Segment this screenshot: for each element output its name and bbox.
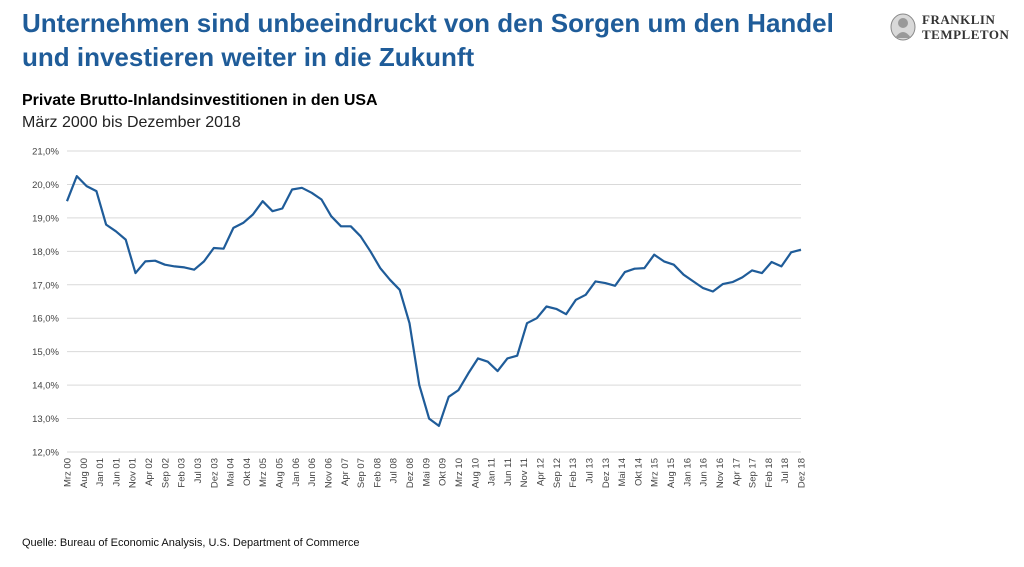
y-tick-label: 21,0%: [32, 147, 59, 158]
x-tick-label: Mrz 15: [650, 458, 661, 487]
logo-wordmark: FRANKLIN TEMPLETON: [922, 12, 1010, 42]
franklin-templeton-logo: FRANKLIN TEMPLETON: [888, 12, 1018, 42]
page-title: Unternehmen sind unbeeindruckt von den S…: [22, 8, 834, 72]
x-tick-label: Mrz 00: [63, 458, 74, 487]
x-tick-label: Jan 11: [487, 458, 498, 486]
x-tick-label: Dez 03: [209, 458, 220, 488]
y-tick-label: 17,0%: [32, 280, 59, 291]
x-tick-label: Nov 06: [323, 458, 334, 488]
x-tick-label: Jul 18: [780, 458, 791, 483]
x-tick-label: Dez 08: [405, 458, 416, 488]
x-tick-label: Jun 16: [699, 458, 710, 487]
x-tick-label: Sep 12: [552, 458, 563, 488]
x-tick-label: Mai 04: [226, 458, 237, 487]
series-line: [65, 175, 802, 427]
x-tick-label: Jan 16: [682, 458, 693, 487]
x-tick-label: Dez 13: [601, 458, 612, 488]
x-tick-label: Jun 11: [503, 458, 514, 486]
x-tick-label: Jun 06: [307, 458, 318, 487]
x-tick-label: Apr 12: [536, 458, 547, 486]
x-tick-label: Okt 04: [242, 458, 253, 486]
x-tick-label: Apr 07: [340, 458, 351, 486]
x-tick-label: Feb 08: [372, 458, 383, 488]
x-tick-label: Okt 09: [438, 458, 449, 486]
x-tick-label: Jan 06: [291, 458, 302, 487]
y-tick-label: 20,0%: [32, 180, 59, 191]
y-tick-label: 15,0%: [32, 347, 59, 358]
x-tick-label: Jan 01: [95, 458, 106, 487]
x-tick-label: Nov 01: [128, 458, 139, 488]
x-tick-label: Nov 16: [715, 458, 726, 488]
x-tick-label: Mai 09: [421, 458, 432, 487]
y-tick-label: 14,0%: [32, 381, 59, 392]
chart-subtitle: Private Brutto-Inlandsinvestitionen in d…: [22, 92, 378, 109]
x-tick-label: Jul 08: [389, 458, 400, 483]
x-tick-label: Mrz 05: [258, 458, 269, 487]
y-tick-label: 13,0%: [32, 414, 59, 425]
source-note: Quelle: Bureau of Economic Analysis, U.S…: [22, 537, 360, 549]
x-tick-label: Jun 01: [111, 458, 122, 487]
x-tick-label: Nov 11: [519, 458, 530, 487]
x-tick-label: Sep 02: [160, 458, 171, 488]
x-tick-label: Feb 13: [568, 458, 579, 488]
x-tick-label: Dez 18: [797, 458, 808, 488]
y-tick-label: 19,0%: [32, 213, 59, 224]
x-tick-label: Feb 03: [177, 458, 188, 488]
x-tick-label: Sep 17: [748, 458, 759, 488]
x-tick-label: Jul 03: [193, 458, 204, 483]
y-tick-label: 12,0%: [32, 448, 59, 459]
y-tick-label: 18,0%: [32, 247, 59, 258]
x-tick-label: Feb 18: [764, 458, 775, 488]
x-tick-label: Apr 17: [731, 458, 742, 486]
x-tick-label: Aug 05: [275, 458, 286, 488]
y-tick-label: 16,0%: [32, 314, 59, 325]
x-tick-label: Mrz 10: [454, 458, 465, 487]
x-tick-label: Mai 14: [617, 458, 628, 487]
x-tick-label: Aug 00: [79, 458, 90, 488]
x-tick-label: Jul 13: [584, 458, 595, 483]
chart-date-range: März 2000 bis Dezember 2018: [22, 114, 241, 131]
x-tick-label: Sep 07: [356, 458, 367, 488]
x-tick-label: Aug 15: [666, 458, 677, 488]
x-tick-label: Okt 14: [633, 458, 644, 486]
x-tick-label: Apr 02: [144, 458, 155, 486]
x-tick-label: Aug 10: [470, 458, 481, 488]
logo-emblem-icon: [890, 13, 916, 41]
